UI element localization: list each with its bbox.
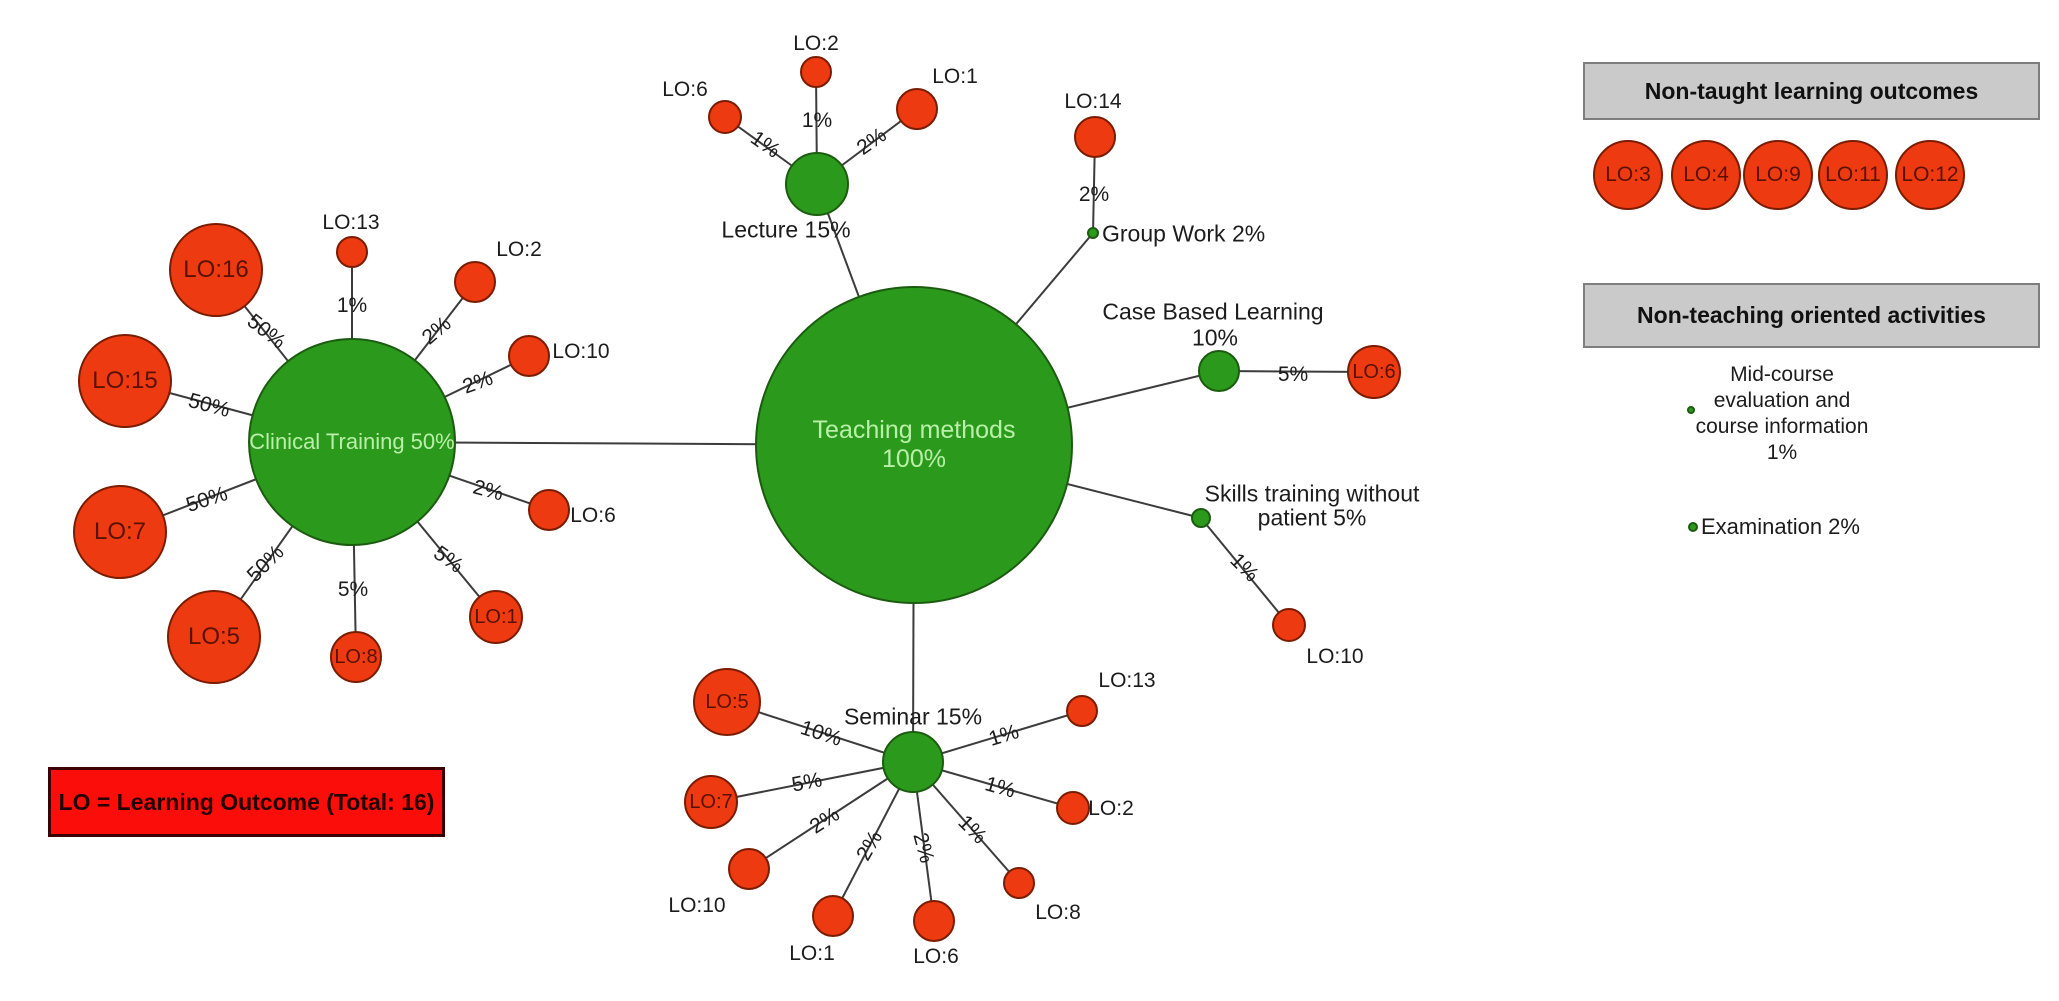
seminar-lo1-label: LO:1 — [789, 942, 835, 965]
clinical-lo13-pct: 1% — [336, 294, 368, 317]
node-seminar-lo10 — [728, 848, 770, 890]
node-nontaught-lo3-text: LO:3 — [1605, 162, 1651, 186]
skills-lo10-label: LO:10 — [1306, 645, 1364, 668]
seminar-title: Seminar 15% — [843, 703, 983, 730]
legend-box: LO = Learning Outcome (Total: 16) — [48, 767, 445, 837]
node-nontaught-lo12-text: LO:12 — [1901, 162, 1959, 186]
node-case-based-learning — [1198, 350, 1240, 392]
edge-seminar-sem-lo10 — [748, 761, 914, 870]
skills-title-line1: Skills training without — [1204, 480, 1420, 507]
node-seminar — [882, 731, 944, 793]
seminar-lo6-label: LO:6 — [913, 945, 959, 968]
midcourse-evaluation-text: Mid-course evaluation and course informa… — [1661, 362, 1903, 466]
node-seminar-lo8 — [1003, 867, 1035, 899]
node-clinical-lo2 — [454, 261, 496, 303]
seminar-lo13-label: LO:13 — [1098, 669, 1156, 692]
lecture-title: Lecture 15% — [721, 216, 851, 243]
node-examination — [1688, 522, 1698, 532]
node-clinical-lo13 — [336, 236, 368, 268]
non-teaching-header-text: Non-teaching oriented activities — [1637, 302, 1986, 328]
node-clinical-lo5-text: LO:5 — [187, 623, 241, 651]
node-nontaught-lo9-text: LO:9 — [1755, 162, 1801, 186]
node-clinical-lo15: LO:15 — [78, 334, 172, 428]
node-lecture-lo6 — [708, 100, 742, 134]
node-clinical-lo1-text: LO:1 — [474, 605, 518, 628]
examination-label: Examination 2% — [1701, 514, 1860, 539]
node-clinical-lo8-text: LO:8 — [334, 645, 378, 668]
lecture-lo1-label: LO:1 — [932, 65, 978, 88]
clinical-lo2-label: LO:2 — [496, 238, 542, 261]
legend-text: LO = Learning Outcome (Total: 16) — [58, 788, 435, 815]
midcourse-line-3: course information — [1695, 415, 1869, 438]
node-seminar-lo7-text: LO:7 — [689, 790, 733, 813]
node-groupwork-lo14 — [1074, 116, 1116, 158]
node-clinical-lo5: LO:5 — [167, 590, 261, 684]
node-seminar-lo5: LO:5 — [693, 668, 761, 736]
clinical-lo10-label: LO:10 — [552, 340, 610, 363]
cbl-title-line1: Case Based Learning — [1102, 298, 1324, 325]
lecture-lo2-pct: 1% — [801, 109, 833, 132]
cbl-title-line2: 10% — [1191, 324, 1239, 351]
node-teaching-methods-text: 100% — [882, 445, 946, 473]
node-cbl-lo6: LO:6 — [1347, 345, 1401, 399]
node-seminar-lo5-text: LO:5 — [705, 690, 749, 713]
groupwork-title: Group Work 2% — [1102, 220, 1266, 247]
node-lecture-lo2 — [800, 56, 832, 88]
node-lecture-lo1 — [896, 88, 938, 130]
clinical-lo13-label: LO:13 — [322, 211, 380, 234]
seminar-lo8-label: LO:8 — [1035, 901, 1081, 924]
edge-skills-sk-lo10 — [1200, 517, 1290, 626]
node-nontaught-lo3: LO:3 — [1593, 140, 1663, 210]
node-clinical-lo1: LO:1 — [469, 590, 523, 644]
node-nontaught-lo11: LO:11 — [1818, 140, 1888, 210]
node-skills-training — [1191, 508, 1211, 528]
node-nontaught-lo9: LO:9 — [1743, 140, 1813, 210]
node-clinical-lo10 — [508, 335, 550, 377]
node-nontaught-lo12: LO:12 — [1895, 140, 1965, 210]
node-clinical-lo6 — [528, 489, 570, 531]
node-seminar-lo13 — [1066, 695, 1098, 727]
non-taught-header-text: Non-taught learning outcomes — [1644, 77, 1979, 104]
node-seminar-lo7: LO:7 — [684, 775, 738, 829]
node-teaching-methods: Teaching methods 100% — [755, 286, 1073, 604]
groupwork-lo14-label: LO:14 — [1064, 90, 1122, 113]
clinical-lo8-pct: 5% — [337, 578, 369, 601]
non-taught-header: Non-taught learning outcomes — [1583, 62, 2040, 120]
node-seminar-lo2 — [1056, 791, 1090, 825]
node-cbl-lo6-text: LO:6 — [1352, 360, 1396, 383]
node-teaching-methods-text: Teaching methods — [812, 416, 1016, 445]
node-clinical-lo7-text: LO:7 — [93, 518, 147, 546]
node-clinical-training-text: Clinical Training 50% — [249, 429, 455, 455]
node-clinical-lo7: LO:7 — [73, 485, 167, 579]
node-midcourse-evaluation — [1687, 406, 1695, 414]
node-group-work — [1087, 227, 1099, 239]
node-skills-lo10 — [1272, 608, 1306, 642]
node-clinical-lo15-text: LO:15 — [92, 367, 158, 395]
seminar-lo10-label: LO:10 — [668, 894, 726, 917]
lecture-lo6-label: LO:6 — [662, 78, 708, 101]
node-nontaught-lo4-text: LO:4 — [1683, 162, 1729, 186]
clinical-lo6-label: LO:6 — [570, 504, 616, 527]
seminar-lo2-label: LO:2 — [1088, 797, 1134, 820]
node-clinical-lo8: LO:8 — [330, 631, 382, 683]
node-seminar-lo6 — [913, 900, 955, 942]
midcourse-line-2: evaluation and — [1713, 389, 1851, 412]
cbl-lo6-pct: 5% — [1277, 363, 1309, 386]
node-clinical-training: Clinical Training 50% — [248, 338, 456, 546]
node-lecture — [785, 152, 849, 216]
node-nontaught-lo11-text: LO:11 — [1825, 162, 1881, 186]
node-clinical-lo16-text: LO:16 — [183, 256, 249, 284]
node-clinical-lo16: LO:16 — [169, 223, 263, 317]
lecture-lo2-label: LO:2 — [793, 32, 839, 55]
skills-title-line2: patient 5% — [1257, 504, 1367, 531]
midcourse-line-4: 1% — [1766, 441, 1798, 464]
node-seminar-lo1 — [812, 895, 854, 937]
non-teaching-header: Non-teaching oriented activities — [1583, 283, 2040, 348]
groupwork-lo14-pct: 2% — [1078, 183, 1110, 206]
edge-seminar-sem-lo7 — [710, 761, 914, 803]
node-nontaught-lo4: LO:4 — [1671, 140, 1741, 210]
midcourse-line-1: Mid-course — [1730, 363, 1834, 386]
